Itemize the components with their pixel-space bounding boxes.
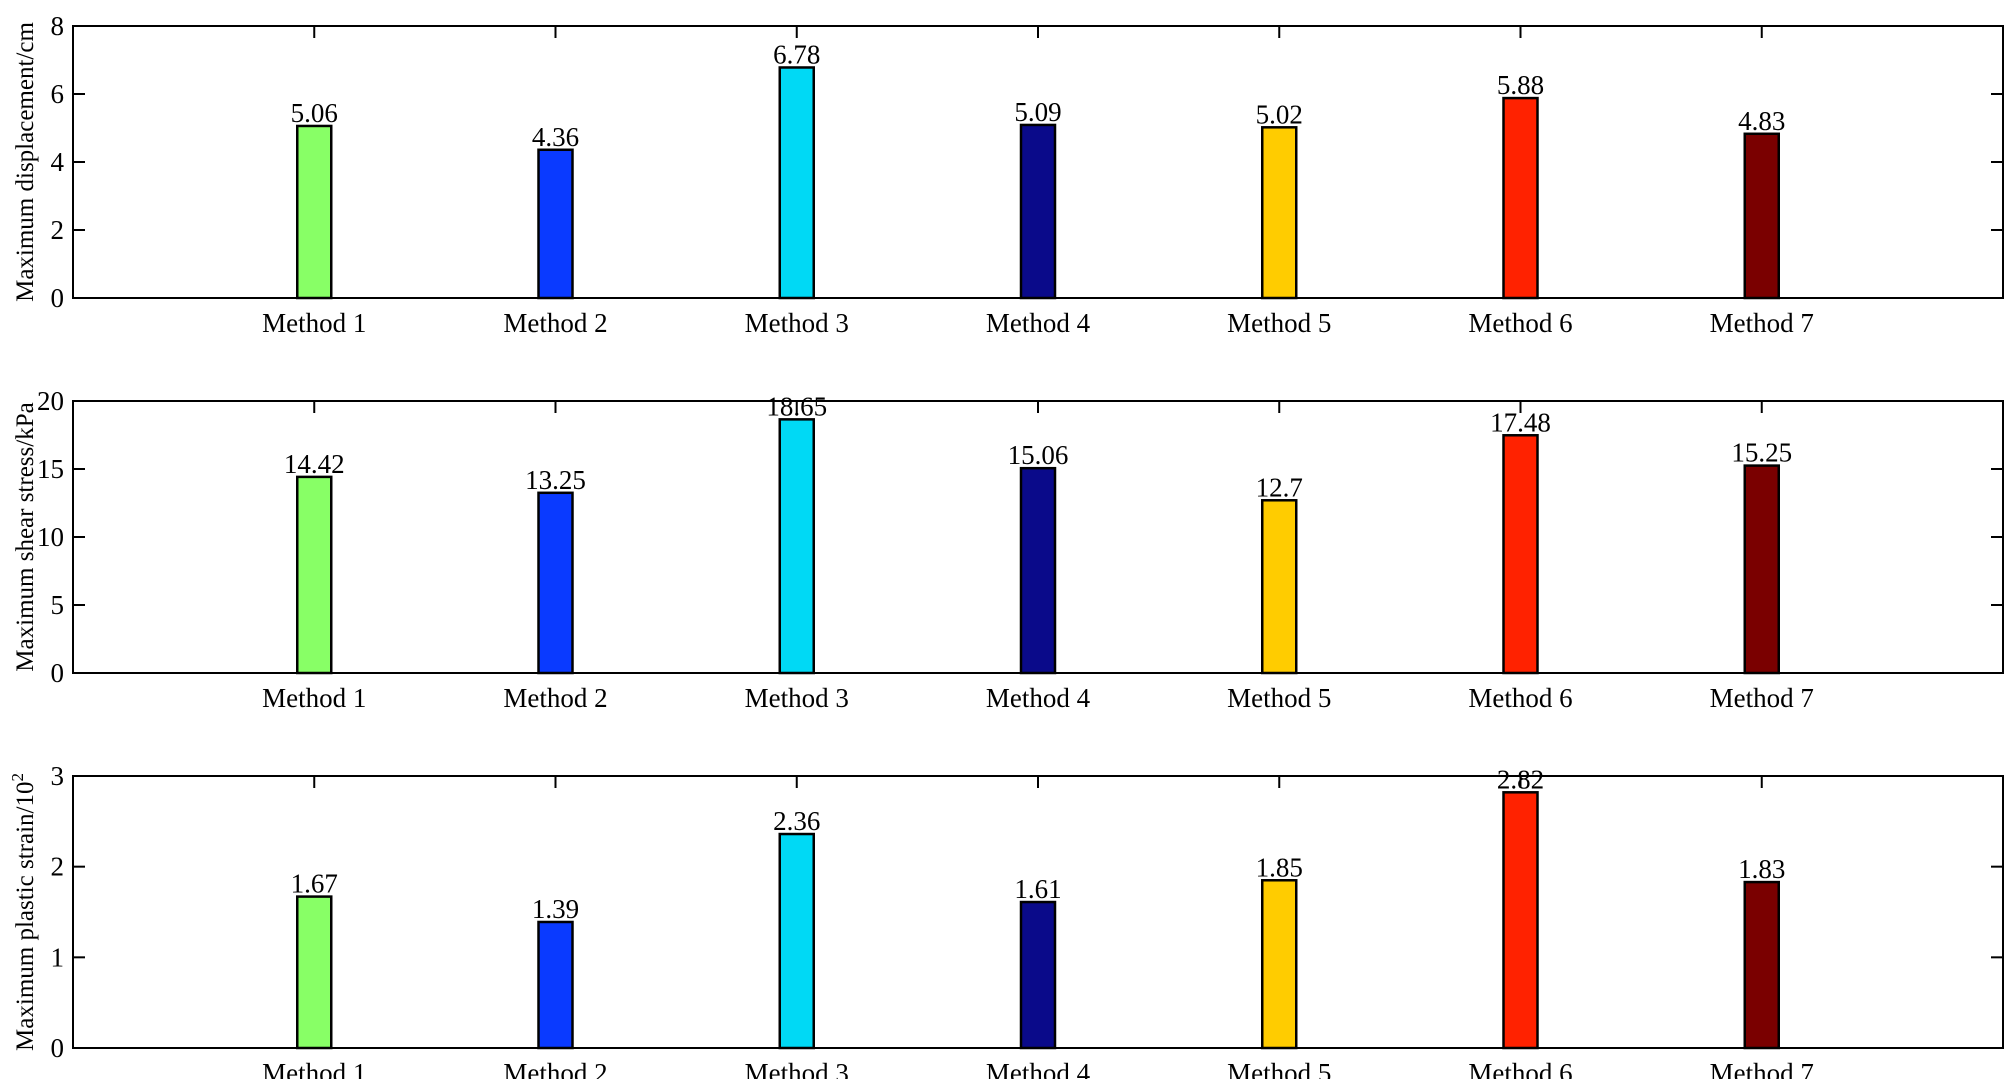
bar-method-7	[1743, 132, 1780, 300]
y-tick-label: 0	[51, 658, 65, 688]
bar-method-4	[1019, 900, 1057, 1050]
y-tick-label: 2	[51, 852, 65, 882]
x-category-label: Method 6	[1468, 1058, 1572, 1079]
data-label: 5.02	[1256, 99, 1303, 129]
data-label: 18.65	[766, 391, 827, 421]
data-label: 13.25	[525, 465, 586, 495]
data-label: 6.78	[773, 39, 820, 69]
y-tick-label: 6	[51, 79, 65, 109]
y-tick-label: 0	[51, 1033, 65, 1063]
x-category-label: Method 1	[262, 683, 366, 713]
bar-method-4	[1019, 123, 1057, 300]
data-label: 4.83	[1738, 106, 1785, 136]
data-label: 2.82	[1497, 764, 1544, 794]
x-category-label: Method 7	[1710, 683, 1814, 713]
data-label: 12.7	[1256, 472, 1303, 502]
data-label: 1.85	[1256, 852, 1303, 882]
bar-method-1	[296, 895, 333, 1050]
x-category-label: Method 4	[986, 308, 1091, 338]
data-label: 2.36	[773, 806, 820, 836]
bar-method-6	[1502, 96, 1539, 300]
y-axis-title-superscript: 2	[8, 773, 27, 782]
bar-method-3	[778, 832, 815, 1050]
data-label: 15.25	[1731, 438, 1792, 468]
bar-method-4	[1019, 466, 1057, 675]
data-label: 4.36	[532, 122, 579, 152]
x-category-label: Method 5	[1227, 308, 1331, 338]
bar-method-6	[1502, 434, 1539, 675]
x-category-label: Method 3	[745, 1058, 849, 1079]
y-tick-label: 10	[37, 522, 64, 552]
data-label: 1.61	[1014, 874, 1061, 904]
bar-method-1	[296, 124, 333, 300]
y-tick-label: 0	[51, 283, 65, 313]
bar-method-3	[778, 66, 815, 300]
chart-panel-1: 0 2 4 6 8 Maximum displacement/cm 5.06 Method 1…	[12, 11, 2004, 338]
y-tick-label: 15	[37, 454, 64, 484]
x-category-label: Method 4	[986, 1058, 1091, 1079]
y-tick-label: 20	[37, 386, 64, 416]
x-category-label: Method 6	[1468, 683, 1572, 713]
data-label: 5.09	[1014, 97, 1061, 127]
y-axis-title: Maximum displacement/cm	[12, 22, 39, 302]
y-tick-label: 5	[51, 590, 65, 620]
y-tick-label: 2	[51, 215, 65, 245]
x-category-label: Method 5	[1227, 683, 1331, 713]
y-tick-label: 1	[51, 942, 65, 972]
bar-method-7	[1743, 464, 1780, 675]
x-category-label: Method 2	[503, 308, 607, 338]
x-category-label: Method 1	[262, 1058, 366, 1079]
data-label: 17.48	[1490, 407, 1551, 437]
x-category-label: Method 3	[745, 683, 849, 713]
x-category-label: Method 1	[262, 308, 366, 338]
bar-method-2	[537, 148, 574, 300]
bar-method-7	[1743, 880, 1780, 1050]
bar-method-2	[537, 491, 574, 675]
data-label: 5.88	[1497, 70, 1544, 100]
chart-panel-3: 0 1 2 3 Maximum plastic strain/102 1.67 Method…	[8, 761, 2004, 1084]
x-category-label: Method 4	[986, 683, 1091, 713]
bar-method-2	[537, 920, 574, 1050]
bar-method-1	[296, 475, 333, 675]
x-category-label: Method 7	[1710, 1058, 1814, 1079]
x-category-label: Method 7	[1710, 308, 1814, 338]
x-category-label: Method 5	[1227, 1058, 1331, 1079]
bar-method-6	[1502, 791, 1539, 1050]
y-tick-label: 3	[51, 761, 65, 791]
bar-method-5	[1261, 879, 1298, 1050]
x-category-label: Method 2	[503, 1058, 607, 1079]
bar-method-5	[1261, 126, 1298, 300]
y-tick-label: 4	[51, 147, 65, 177]
x-category-label: Method 3	[745, 308, 849, 338]
data-label: 14.42	[284, 449, 345, 479]
y-axis-title: Maximum plastic strain/102	[8, 773, 39, 1051]
data-label: 15.06	[1008, 440, 1069, 470]
data-label: 5.06	[291, 98, 338, 128]
data-label: 1.83	[1738, 854, 1785, 884]
data-label: 1.39	[532, 894, 579, 924]
x-category-label: Method 2	[503, 683, 607, 713]
bar-method-3	[778, 418, 815, 675]
bar-method-5	[1261, 499, 1298, 675]
data-label: 1.67	[291, 869, 338, 899]
y-axis-title: Maximum shear stress/kPa	[12, 402, 39, 671]
x-category-label: Method 6	[1468, 308, 1572, 338]
y-tick-label: 8	[51, 11, 65, 41]
